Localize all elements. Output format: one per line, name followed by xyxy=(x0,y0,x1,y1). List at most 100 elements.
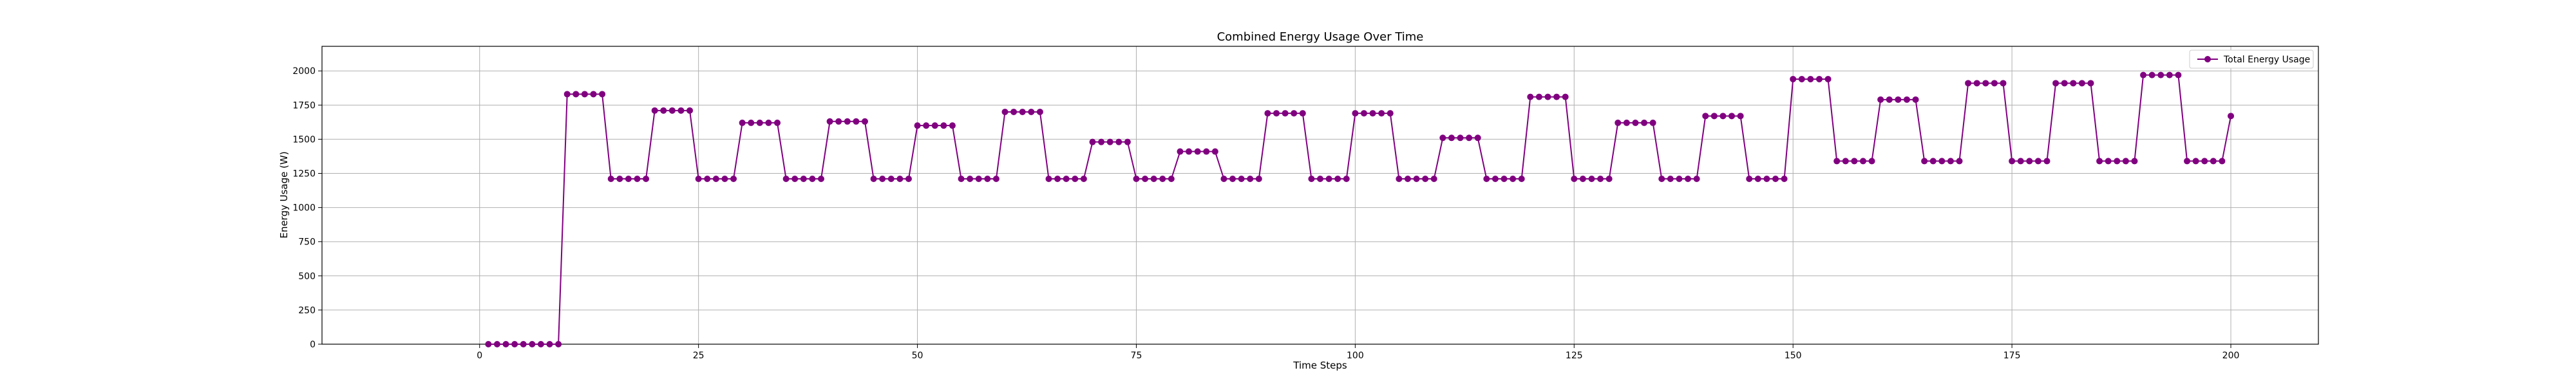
data-point xyxy=(1378,110,1385,117)
y-tick-label: 1000 xyxy=(292,203,316,214)
data-point xyxy=(1754,176,1761,183)
data-point xyxy=(1816,75,1823,82)
legend-box xyxy=(2189,50,2314,69)
data-point xyxy=(2078,80,2085,87)
data-point xyxy=(1588,176,1595,183)
data-point xyxy=(1255,176,1262,183)
data-point xyxy=(1527,93,1534,100)
data-point xyxy=(546,341,553,347)
data-point xyxy=(1010,108,1018,115)
data-point xyxy=(1746,176,1753,183)
data-point xyxy=(1658,176,1665,183)
data-point xyxy=(1186,148,1193,155)
data-point xyxy=(756,119,763,126)
data-point xyxy=(1106,138,1113,145)
data-point xyxy=(1089,138,1096,145)
data-point xyxy=(1518,176,1525,183)
data-point xyxy=(2070,80,2077,87)
data-point xyxy=(1632,119,1639,126)
data-point xyxy=(2192,158,2199,165)
data-point xyxy=(1072,176,1079,183)
data-point xyxy=(1387,110,1394,117)
x-tick-label: 50 xyxy=(912,351,923,361)
data-point xyxy=(2052,80,2060,87)
data-point xyxy=(1422,176,1429,183)
y-tick-label: 250 xyxy=(298,306,316,316)
data-point xyxy=(1291,110,1298,117)
data-point xyxy=(1903,96,1910,103)
data-point xyxy=(1728,113,1736,120)
data-point xyxy=(1238,176,1245,183)
data-point xyxy=(1229,176,1236,183)
data-point xyxy=(1510,176,1517,183)
y-tick-label: 2000 xyxy=(292,66,316,77)
data-point xyxy=(853,118,860,125)
data-point xyxy=(1466,134,1473,142)
data-point xyxy=(1571,176,1578,183)
data-point xyxy=(2000,80,2007,87)
data-point xyxy=(1457,134,1464,142)
data-point xyxy=(555,341,562,347)
data-point xyxy=(1369,110,1376,117)
data-point xyxy=(1404,176,1411,183)
data-point xyxy=(2166,71,2173,78)
data-point xyxy=(511,341,518,347)
data-point xyxy=(704,176,711,183)
data-point xyxy=(2114,158,2121,165)
data-point xyxy=(748,119,755,126)
data-point xyxy=(1615,119,1622,126)
data-point xyxy=(1317,176,1323,183)
data-point xyxy=(1430,176,1437,183)
data-point xyxy=(1553,93,1560,100)
data-point xyxy=(2105,158,2112,165)
data-point xyxy=(1781,176,1788,183)
data-point xyxy=(1649,119,1656,126)
data-point xyxy=(1912,96,1919,103)
data-point xyxy=(1413,176,1420,183)
data-point xyxy=(573,91,580,98)
data-point xyxy=(782,176,790,183)
data-point xyxy=(835,118,842,125)
data-point xyxy=(1492,176,1499,183)
data-point xyxy=(861,118,868,125)
data-point xyxy=(1562,93,1569,100)
data-point xyxy=(1133,176,1140,183)
data-point xyxy=(905,176,912,183)
data-point xyxy=(1299,110,1306,117)
data-point xyxy=(1211,148,1218,155)
data-point xyxy=(1921,158,1928,165)
data-point xyxy=(1045,176,1052,183)
data-point xyxy=(800,176,807,183)
data-point xyxy=(1203,148,1210,155)
data-point xyxy=(2140,71,2147,78)
data-point xyxy=(1019,108,1026,115)
data-point xyxy=(1001,108,1009,115)
data-point xyxy=(712,176,719,183)
data-point xyxy=(1247,176,1254,183)
x-tick-label: 125 xyxy=(1566,351,1583,361)
data-point xyxy=(677,107,685,114)
data-point xyxy=(2184,158,2191,165)
data-point xyxy=(1956,158,1963,165)
data-point xyxy=(1063,176,1070,183)
data-point xyxy=(1483,176,1490,183)
data-point xyxy=(1605,176,1613,183)
data-point xyxy=(1343,176,1350,183)
data-point xyxy=(1177,148,1184,155)
y-tick-label: 0 xyxy=(310,340,316,350)
data-point xyxy=(2175,71,2182,78)
data-point xyxy=(1895,96,1902,103)
data-point xyxy=(581,91,588,98)
y-tick-label: 1500 xyxy=(292,134,316,145)
data-point xyxy=(590,91,597,98)
data-point xyxy=(1080,176,1087,183)
data-point xyxy=(599,91,606,98)
data-point xyxy=(2148,71,2155,78)
data-point xyxy=(1702,113,1709,120)
data-point xyxy=(1693,176,1700,183)
data-point xyxy=(660,107,667,114)
data-point xyxy=(1360,110,1367,117)
data-point xyxy=(1194,148,1201,155)
plot-area-frame xyxy=(321,46,2319,345)
